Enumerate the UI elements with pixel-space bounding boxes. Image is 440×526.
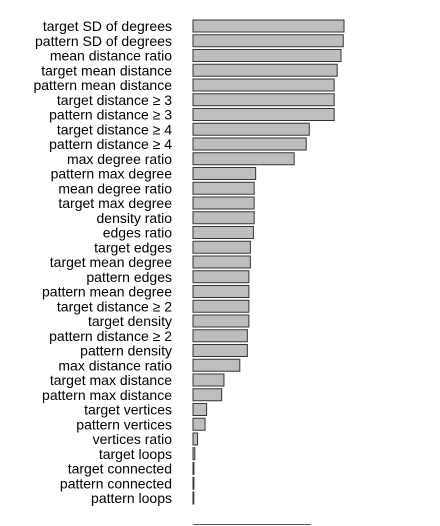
category-label: pattern connected xyxy=(60,475,172,491)
category-label: pattern mean degree xyxy=(42,284,172,300)
bar xyxy=(192,447,196,461)
bar xyxy=(192,388,223,402)
bar xyxy=(192,49,342,62)
bars xyxy=(192,19,345,505)
bar xyxy=(192,270,250,284)
bar xyxy=(192,19,345,33)
category-label: target connected xyxy=(68,461,172,477)
bar xyxy=(192,78,335,92)
category-label: target edges xyxy=(94,239,172,255)
bar xyxy=(192,181,255,195)
category-label: pattern vertices xyxy=(76,416,172,432)
bar xyxy=(192,462,195,475)
bar xyxy=(192,167,257,180)
bar xyxy=(192,417,206,431)
category-label: pattern loops xyxy=(91,490,172,506)
category-label: pattern max degree xyxy=(51,166,173,182)
category-label: target SD of degrees xyxy=(43,18,172,34)
bar xyxy=(192,63,338,77)
bar xyxy=(192,93,335,107)
bar xyxy=(192,226,254,239)
bar xyxy=(192,344,248,357)
bar xyxy=(192,403,208,416)
category-label: pattern distance ≥ 4 xyxy=(49,136,172,152)
bar xyxy=(192,255,251,269)
bar xyxy=(192,196,255,210)
category-label: vertices ratio xyxy=(93,431,173,447)
category-label: mean distance ratio xyxy=(50,48,172,64)
bar xyxy=(192,240,251,254)
category-label: pattern edges xyxy=(86,269,172,285)
category-label: target loops xyxy=(99,446,172,462)
category-label: density ratio xyxy=(97,210,173,226)
bar xyxy=(192,491,195,505)
bar xyxy=(192,314,250,328)
category-label: pattern density xyxy=(80,343,172,359)
category-label: target max degree xyxy=(58,195,172,211)
category-label: pattern SD of degrees xyxy=(35,33,172,49)
category-label: target mean distance xyxy=(41,62,172,78)
bar xyxy=(192,137,307,151)
bar xyxy=(192,108,335,121)
category-label: max distance ratio xyxy=(58,357,172,373)
bar xyxy=(192,152,295,166)
bar xyxy=(192,122,310,136)
category-label: target density xyxy=(88,313,172,329)
bar xyxy=(192,373,225,387)
bar xyxy=(192,432,199,446)
category-label: target distance ≥ 4 xyxy=(57,121,172,137)
category-label: pattern distance ≥ 2 xyxy=(49,328,172,344)
bar xyxy=(192,358,241,372)
bar xyxy=(192,476,195,490)
category-label: pattern distance ≥ 3 xyxy=(49,107,172,123)
bar xyxy=(192,285,250,298)
category-label: target max distance xyxy=(50,372,172,388)
bar xyxy=(192,299,250,313)
bar xyxy=(192,34,344,48)
category-label: mean degree ratio xyxy=(58,180,172,196)
bar xyxy=(192,329,248,343)
category-label: max degree ratio xyxy=(67,151,172,167)
category-label: pattern max distance xyxy=(42,387,172,403)
bar xyxy=(192,211,255,225)
category-label: target vertices xyxy=(84,402,172,418)
category-label: pattern mean distance xyxy=(33,77,172,93)
category-label: target distance ≥ 3 xyxy=(57,92,172,108)
category-label: target distance ≥ 2 xyxy=(57,298,172,314)
category-label: target mean degree xyxy=(50,254,172,270)
category-label: edges ratio xyxy=(103,225,172,241)
